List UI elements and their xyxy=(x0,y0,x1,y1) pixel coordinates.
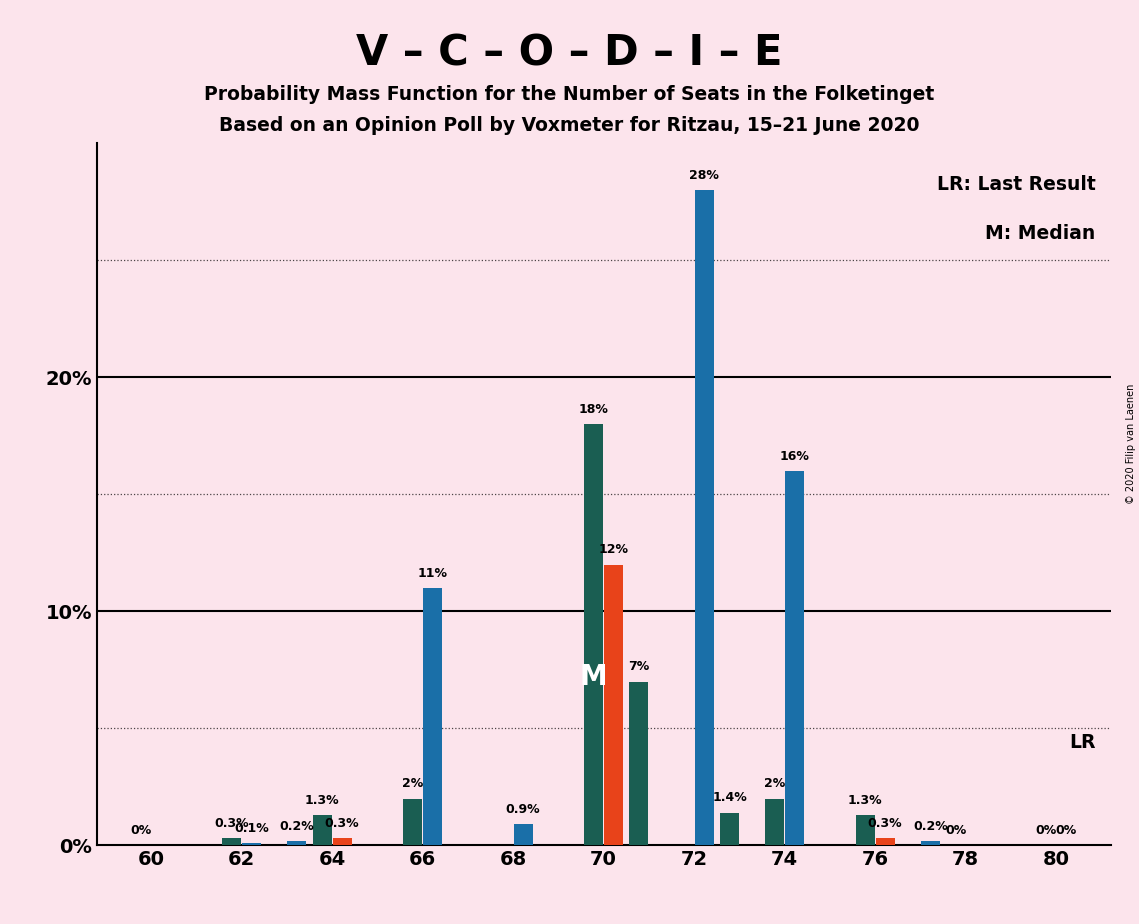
Bar xyxy=(243,843,261,845)
Text: 2%: 2% xyxy=(402,777,424,790)
Text: 0%: 0% xyxy=(131,824,151,837)
Bar xyxy=(630,682,648,845)
Bar xyxy=(287,841,306,845)
Bar xyxy=(604,565,623,845)
Text: 0.3%: 0.3% xyxy=(868,817,902,831)
Bar xyxy=(222,838,241,845)
Bar xyxy=(695,190,714,845)
Text: 0.1%: 0.1% xyxy=(235,822,269,835)
Bar xyxy=(514,824,533,845)
Text: LR: Last Result: LR: Last Result xyxy=(936,175,1096,194)
Text: 11%: 11% xyxy=(418,566,448,579)
Bar xyxy=(423,588,442,845)
Text: 0.3%: 0.3% xyxy=(214,817,249,831)
Text: 1.3%: 1.3% xyxy=(847,794,883,807)
Text: Based on an Opinion Poll by Voxmeter for Ritzau, 15–21 June 2020: Based on an Opinion Poll by Voxmeter for… xyxy=(219,116,920,136)
Bar xyxy=(403,798,423,845)
Text: 7%: 7% xyxy=(629,661,649,674)
Text: 1.3%: 1.3% xyxy=(305,794,339,807)
Text: 2%: 2% xyxy=(764,777,786,790)
Bar xyxy=(584,424,604,845)
Bar xyxy=(921,841,940,845)
Text: V – C – O – D – I – E: V – C – O – D – I – E xyxy=(357,32,782,74)
Bar xyxy=(765,798,785,845)
Bar xyxy=(720,813,739,845)
Text: 0%: 0% xyxy=(1035,824,1057,837)
Text: M: Median: M: Median xyxy=(985,224,1096,243)
Bar xyxy=(785,471,804,845)
Bar xyxy=(855,815,875,845)
Text: 18%: 18% xyxy=(579,403,608,416)
Text: 0.3%: 0.3% xyxy=(325,817,360,831)
Text: 12%: 12% xyxy=(599,543,629,556)
Text: 1.4%: 1.4% xyxy=(712,792,747,805)
Text: LR: LR xyxy=(1068,733,1096,752)
Bar xyxy=(333,838,352,845)
Text: 0.9%: 0.9% xyxy=(506,803,540,816)
Text: © 2020 Filip van Laenen: © 2020 Filip van Laenen xyxy=(1126,383,1136,504)
Text: 0.2%: 0.2% xyxy=(279,820,314,833)
Bar xyxy=(313,815,331,845)
Text: 0%: 0% xyxy=(1056,824,1076,837)
Text: 28%: 28% xyxy=(689,169,719,182)
Text: 0.2%: 0.2% xyxy=(913,820,948,833)
Text: 0%: 0% xyxy=(945,824,966,837)
Text: Probability Mass Function for the Number of Seats in the Folketinget: Probability Mass Function for the Number… xyxy=(204,85,935,104)
Bar xyxy=(876,838,894,845)
Text: 16%: 16% xyxy=(780,450,810,463)
Text: M: M xyxy=(580,663,607,691)
